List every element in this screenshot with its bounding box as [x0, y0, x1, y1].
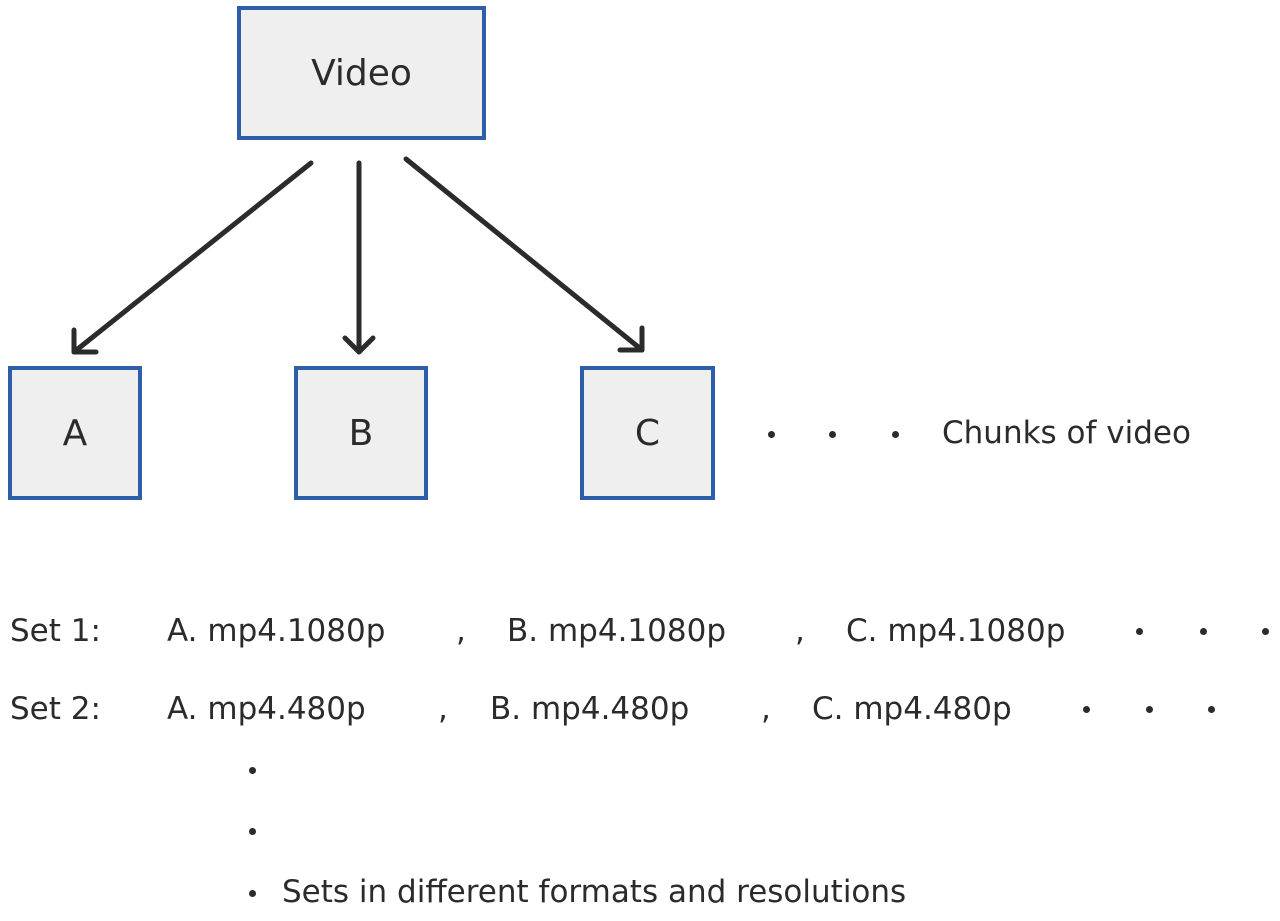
set-2-label: Set 2:: [10, 691, 101, 727]
set-2-item-c: C. mp4.480p: [812, 691, 1012, 727]
set-1-ellipsis-dot: [1262, 628, 1269, 635]
set-1-separator: ,: [456, 613, 466, 649]
sets-caption: Sets in different formats and resolution…: [282, 874, 907, 910]
chunks-ellipsis-dot: [892, 431, 899, 438]
set-1-item-a: A. mp4.1080p: [167, 613, 386, 649]
set-2-separator: ,: [761, 691, 771, 727]
arrow-video-to-a: [71, 160, 314, 355]
set-2-item-a: A. mp4.480p: [167, 691, 366, 727]
chunks-caption: Chunks of video: [942, 415, 1191, 451]
chunk-box-b: B: [294, 366, 428, 500]
chunk-box-c: C: [580, 366, 715, 500]
chunk-label-b: B: [348, 412, 374, 454]
video-label: Video: [311, 52, 412, 94]
set-1-ellipsis-dot: [1136, 628, 1143, 635]
chunk-label-a: A: [62, 412, 88, 454]
set-2-ellipsis-dot: [1083, 706, 1090, 713]
set-1-item-c: C. mp4.1080p: [846, 613, 1066, 649]
chunk-box-a: A: [8, 366, 142, 500]
set-2-ellipsis-dot: [1208, 706, 1215, 713]
set-1-label: Set 1:: [10, 613, 101, 649]
chunks-ellipsis-dot: [768, 431, 775, 438]
chunks-ellipsis-dot: [829, 431, 836, 438]
set-2-ellipsis-dot: [1146, 706, 1153, 713]
video-box: Video: [237, 6, 486, 140]
arrow-video-to-c: [403, 156, 645, 353]
set-2-item-b: B. mp4.480p: [490, 691, 690, 727]
chunk-label-c: C: [634, 412, 661, 454]
sets-ellipsis-dot: [249, 890, 256, 897]
sets-ellipsis-dot: [249, 767, 256, 774]
set-1-ellipsis-dot: [1200, 628, 1207, 635]
set-1-item-b: B. mp4.1080p: [507, 613, 726, 649]
arrow-video-to-b: [342, 160, 376, 355]
set-2-separator: ,: [438, 691, 448, 727]
sets-ellipsis-dot: [249, 828, 256, 835]
set-1-separator: ,: [795, 613, 805, 649]
